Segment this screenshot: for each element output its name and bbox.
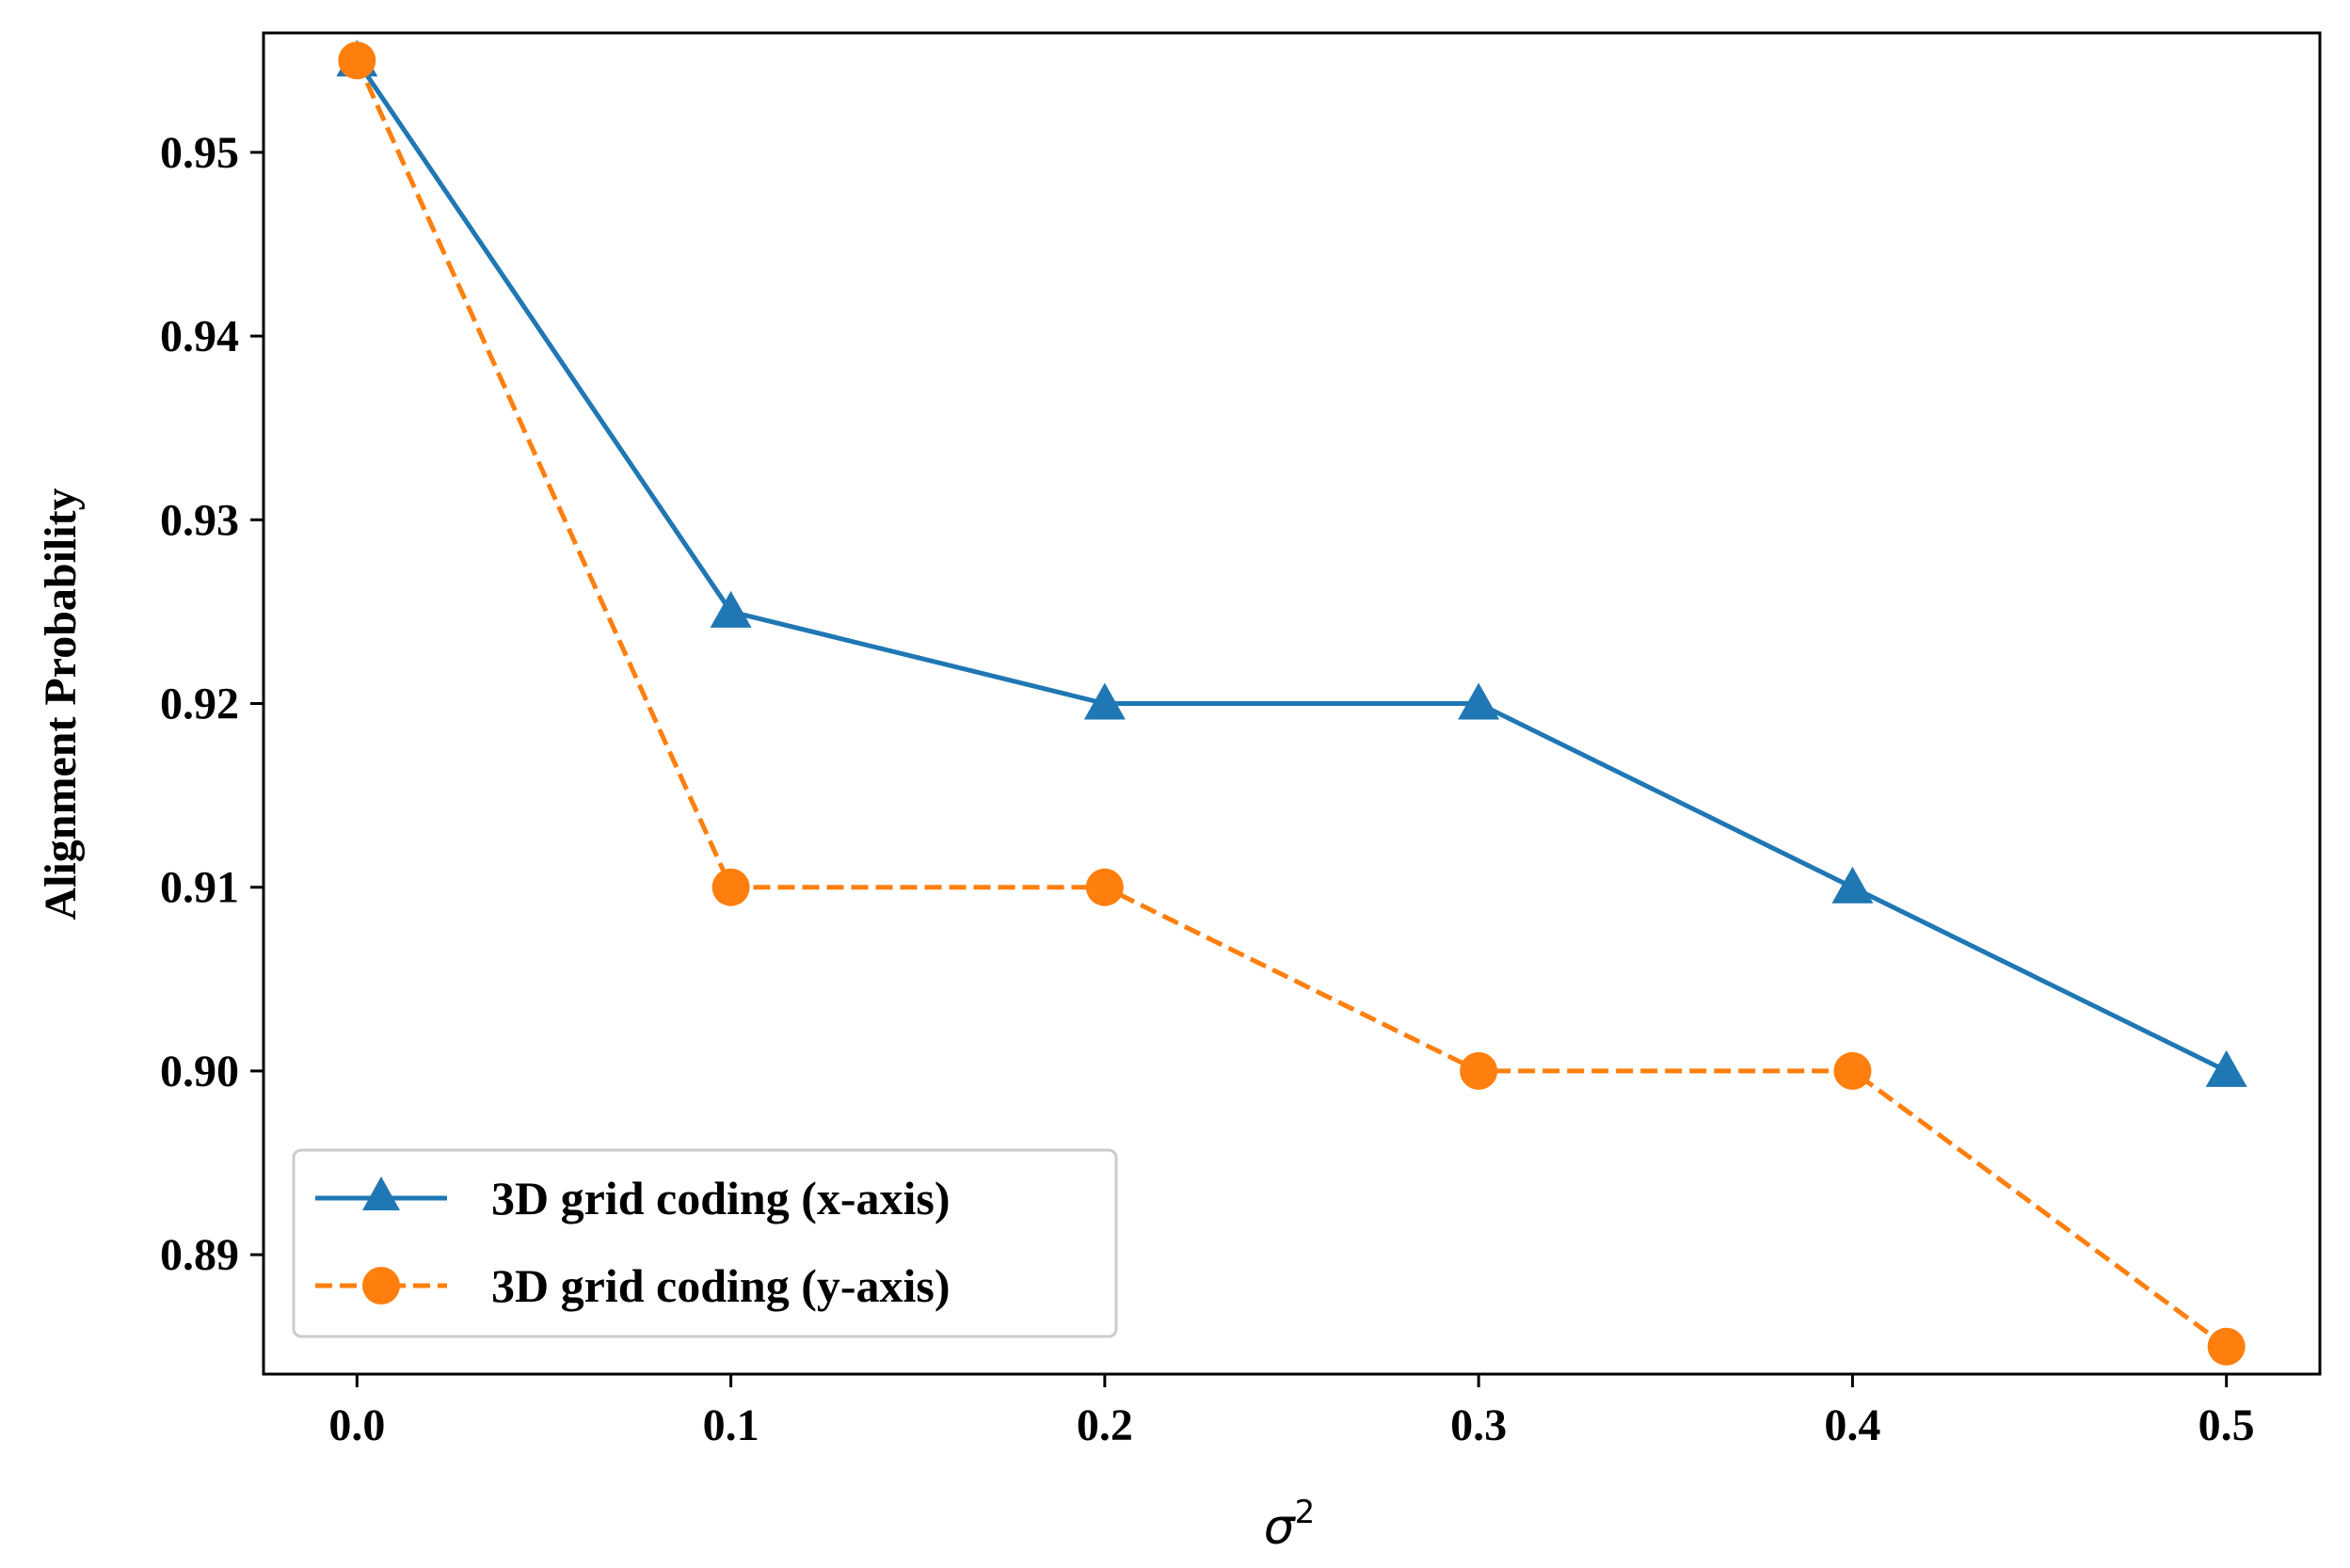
series-layer [336, 40, 2247, 1366]
x-axis: 0.0 0.1 0.2 0.3 0.4 0.5 [328, 1374, 2255, 1450]
data-point-triangle [2205, 1049, 2247, 1087]
y-tick-label: 0.91 [160, 863, 239, 913]
series-line-0 [355, 58, 2228, 1074]
legend-marker-triangle [362, 1176, 400, 1210]
legend-label-x-axis: 3D grid coding (x-axis) [491, 1172, 951, 1224]
y-axis: 0.89 0.90 0.91 0.92 0.93 0.94 0.95 [160, 128, 264, 1280]
data-point-circle [2207, 1327, 2246, 1366]
data-point-triangle [1083, 682, 1126, 720]
y-tick-label: 0.93 [160, 495, 239, 545]
x-tick-label: 0.5 [2198, 1400, 2255, 1450]
x-tick-label: 0.2 [1077, 1400, 1133, 1450]
y-tick-label: 0.89 [160, 1230, 239, 1280]
data-point-circle [711, 868, 750, 906]
x-tick-label: 0.3 [1450, 1400, 1507, 1450]
legend-box [292, 1148, 1118, 1338]
x-tick-label: 0.0 [328, 1400, 385, 1450]
x-axis-title: σ2 [1264, 1494, 1316, 1556]
data-point-triangle [1458, 682, 1500, 720]
y-tick-label: 0.95 [160, 128, 239, 178]
x-tick-label: 0.1 [703, 1400, 759, 1450]
x-tick-label: 0.4 [1824, 1400, 1880, 1450]
data-point-circle [1833, 1051, 1872, 1090]
y-tick-label: 0.94 [160, 312, 239, 361]
legend: 3D grid coding (x-axis) 3D grid coding (… [292, 1148, 1118, 1338]
data-point-triangle [710, 590, 752, 628]
legend-label-y-axis: 3D grid coding (y-axis) [491, 1259, 951, 1312]
data-point-circle [1085, 868, 1124, 906]
data-point-circle [1460, 1051, 1498, 1090]
x-axis-title-superscript: 2 [1295, 1494, 1316, 1531]
y-axis-title: Alignment Probability [36, 488, 86, 920]
data-point-triangle [1831, 866, 1874, 904]
y-tick-label: 0.90 [160, 1047, 239, 1096]
y-tick-label: 0.92 [160, 680, 239, 729]
data-point-circle [338, 41, 376, 80]
legend-marker-circle [362, 1267, 400, 1304]
x-axis-title-symbol: σ [1264, 1499, 1297, 1556]
